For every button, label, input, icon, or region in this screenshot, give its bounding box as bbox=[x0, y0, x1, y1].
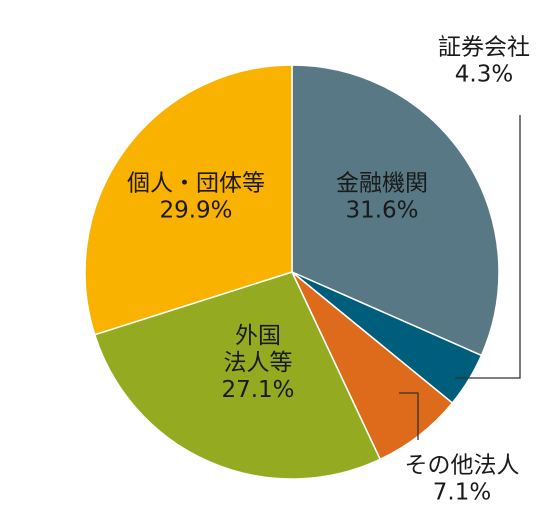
slice-value-label: 29.9% bbox=[159, 198, 232, 224]
pie-slice-1 bbox=[291, 64, 500, 357]
pie-slice-4 bbox=[93, 271, 382, 480]
slice-name-label: 金融機関 bbox=[336, 171, 428, 197]
slice-name-label: 法人等 bbox=[224, 350, 293, 376]
slice-name-label: その他法人 bbox=[405, 453, 520, 479]
slice-name-label: 個人・団体等 bbox=[127, 171, 265, 197]
leader-line-2 bbox=[455, 115, 521, 379]
leader-line-3 bbox=[399, 392, 419, 440]
slice-name-label: 証券会社 bbox=[438, 35, 530, 61]
slice-value-label: 31.6% bbox=[345, 198, 418, 224]
slice-name-label: 外国 bbox=[235, 323, 281, 349]
pie-slice-5 bbox=[84, 64, 293, 336]
slice-value-label: 7.1% bbox=[433, 480, 491, 506]
slice-value-label: 27.1% bbox=[221, 377, 294, 403]
slice-value-label: 4.3% bbox=[455, 62, 513, 88]
